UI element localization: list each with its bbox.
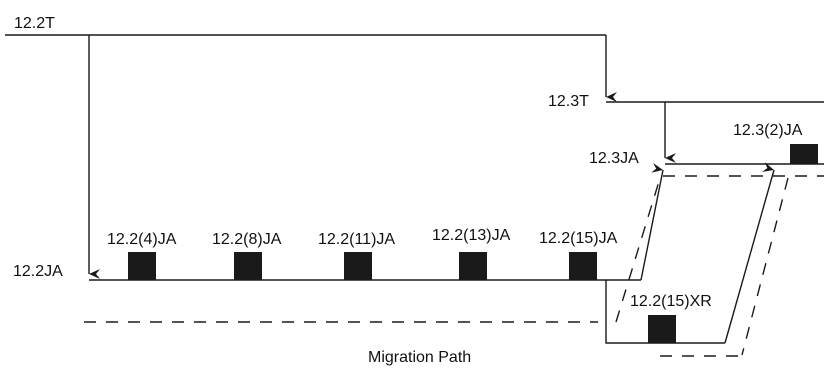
train-line-12-2-15-xr (605, 280, 725, 344)
release-marker-12-2-13-ja (459, 252, 487, 280)
release-marker-12-2-15-xr (648, 315, 676, 343)
release-marker-12-2-4-ja (128, 252, 156, 280)
label-12-3ja: 12.3JA (589, 150, 639, 167)
label-12-2-15-ja: 12.2(15)JA (539, 230, 618, 247)
label-12-2-11-ja: 12.2(11)JA (318, 231, 395, 248)
label-migration-path: Migration Path (368, 349, 471, 366)
release-marker-12-3-2-ja (790, 144, 818, 164)
label-12-2-8-ja: 12.2(8)JA (212, 231, 282, 248)
upgrade-arrow-12-2-15-xr-to-12-3-2ja (724, 162, 775, 344)
migration-path-dash-diagonal-right (741, 177, 789, 356)
upgrade-arrow-12-2ja-to-12-3ja (640, 162, 664, 281)
release-marker-12-2-8-ja (234, 252, 262, 280)
migration-path-dash-diagonal-left (615, 177, 661, 323)
label-12-3-2-ja: 12.3(2)JA (733, 122, 803, 139)
release-marker-12-2-15-ja (569, 252, 597, 280)
label-12-2-4-ja: 12.2(4)JA (107, 231, 177, 248)
label-12-2ja: 12.2JA (13, 263, 63, 280)
label-12-2-13-ja: 12.2(13)JA (432, 227, 511, 244)
label-12-2-15-xr: 12.2(15)XR (630, 293, 712, 310)
label-12-3t: 12.3T (548, 93, 589, 110)
release-marker-12-2-11-ja (344, 252, 372, 280)
label-12-2t: 12.2T (14, 15, 55, 32)
